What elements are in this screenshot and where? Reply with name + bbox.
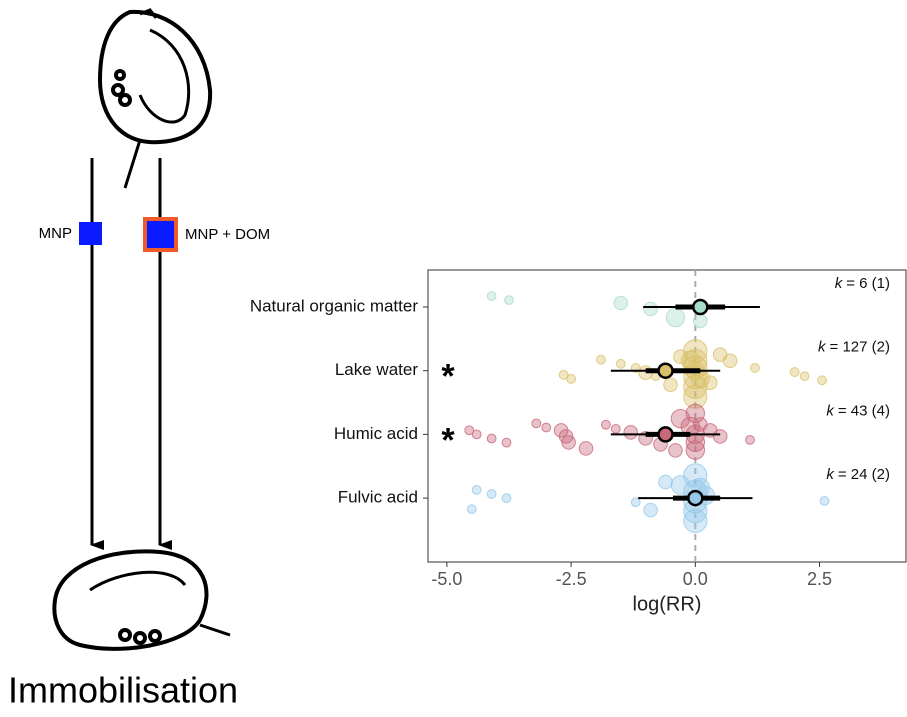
k-text: = 127 (2) (830, 339, 890, 356)
mnp-dom-square (143, 217, 178, 252)
k-label: k = 6 (1) (835, 275, 890, 292)
data-point (471, 429, 482, 440)
k-symbol: k (826, 466, 835, 483)
x-axis-label: log(RR) (633, 593, 702, 615)
data-point (613, 295, 629, 311)
data-point (501, 493, 512, 504)
data-point (561, 435, 576, 450)
data-point (683, 508, 708, 533)
data-point (578, 441, 594, 456)
y-tick-label: Fulvic acid (338, 488, 418, 507)
k-label: k = 24 (2) (826, 466, 890, 483)
data-point (486, 489, 497, 499)
data-point (630, 497, 641, 508)
data-point (558, 369, 569, 380)
k-label: k = 43 (4) (826, 402, 890, 419)
data-point (745, 435, 755, 445)
mnp-square (79, 222, 102, 245)
estimate (687, 489, 704, 507)
k-symbol: k (835, 275, 844, 292)
estimate (692, 298, 709, 316)
outcome-label: Immobilisation (8, 670, 238, 711)
data-point (464, 425, 475, 436)
k-symbol: k (818, 339, 827, 356)
data-point (501, 437, 512, 448)
k-label: k = 127 (2) (818, 339, 890, 356)
data-point (504, 295, 514, 306)
k-symbol: k (826, 402, 835, 419)
data-point (685, 440, 706, 460)
data-point (658, 474, 673, 490)
estimate (657, 362, 674, 379)
y-tick-label: Humic acid (334, 424, 418, 443)
data-point (486, 433, 497, 444)
data-point (553, 423, 569, 438)
data-point (683, 339, 708, 364)
data-point (643, 301, 658, 317)
data-point (610, 424, 621, 434)
data-point (789, 367, 800, 377)
data-point (817, 375, 827, 386)
data-point (663, 377, 678, 393)
data-point (683, 374, 708, 400)
daphnia-top (97, 8, 213, 189)
data-point (685, 432, 706, 452)
data-point (596, 354, 606, 365)
data-point (683, 463, 708, 488)
data-point (799, 371, 810, 382)
significance: * (441, 358, 455, 396)
k-text: = 6 (1) (846, 275, 890, 292)
estimate (657, 426, 674, 443)
data-point (643, 502, 658, 518)
data-point (471, 484, 482, 495)
daphnia-bottom (52, 549, 231, 651)
data-point (486, 291, 497, 301)
data-point (566, 374, 577, 384)
x-tick-label: -2.5 (556, 569, 587, 589)
treatment-label: MNP + DOM (185, 226, 270, 243)
data-point (722, 353, 738, 369)
data-point (668, 443, 683, 458)
data-point (712, 429, 728, 444)
data-point (466, 504, 477, 515)
data-point (702, 375, 718, 391)
data-point (665, 307, 686, 328)
data-point (531, 418, 542, 429)
data-point (670, 408, 691, 429)
k-text: = 24 (2) (838, 466, 890, 483)
data-point (615, 358, 626, 369)
y-tick-label: Lake water (335, 360, 418, 379)
data-point (600, 419, 611, 430)
plot-frame (427, 269, 907, 563)
y-tick-label: Natural organic matter (250, 296, 419, 315)
data-point (623, 425, 639, 440)
x-tick-label: -5.0 (431, 569, 462, 589)
k-text: = 43 (4) (838, 402, 890, 419)
data-point (683, 384, 708, 409)
treatment-label: MNP (39, 225, 72, 242)
significance: * (441, 421, 455, 459)
data-point (692, 313, 708, 329)
data-point (541, 422, 552, 433)
data-point (750, 363, 760, 373)
data-point (819, 495, 830, 506)
x-tick-label: 0.0 (683, 569, 708, 589)
x-tick-label: 2.5 (807, 569, 832, 589)
